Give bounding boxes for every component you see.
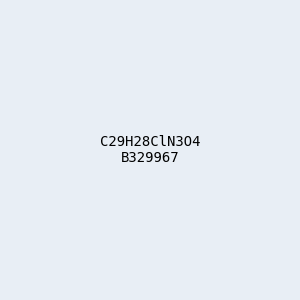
Text: C29H28ClN3O4
B329967: C29H28ClN3O4 B329967 [100, 135, 200, 165]
